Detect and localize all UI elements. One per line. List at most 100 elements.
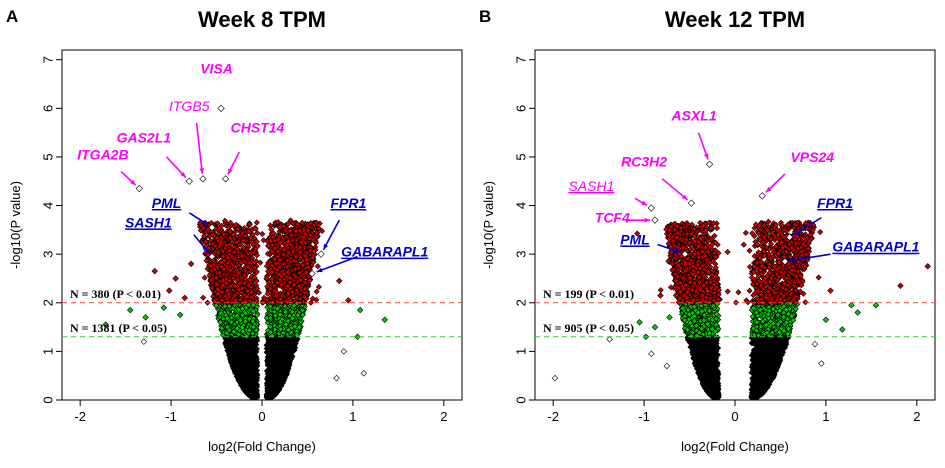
data-point [237, 317, 244, 324]
data-point [289, 347, 296, 354]
data-point [151, 267, 158, 275]
data-point [297, 249, 304, 256]
data-point [247, 234, 254, 241]
gene-arrowhead [203, 247, 209, 253]
data-point [213, 302, 220, 309]
gene-arrow [316, 255, 358, 273]
data-point [301, 285, 308, 292]
data-point [251, 381, 258, 388]
data-point [302, 269, 309, 276]
data-point [250, 362, 257, 369]
data-point [315, 222, 322, 229]
data-point [231, 249, 238, 256]
data-point [201, 274, 208, 281]
data-point [200, 294, 207, 301]
data-point [247, 340, 254, 347]
y-tick-label: 4 [513, 202, 528, 209]
data-point [226, 241, 233, 248]
data-point [166, 287, 173, 294]
data-point [241, 258, 248, 265]
data-point [267, 343, 274, 350]
data-point [315, 283, 322, 291]
gene-arrowhead [227, 168, 233, 175]
data-point [246, 221, 253, 228]
data-point [285, 249, 292, 256]
data-point [277, 376, 284, 383]
data-point [253, 312, 261, 319]
data-point [223, 275, 230, 282]
data-point [301, 289, 308, 296]
data-point [285, 365, 292, 372]
gene-label-itga2b: ITGA2B [77, 146, 128, 162]
data-point [307, 232, 314, 239]
data-point [336, 277, 343, 285]
data-point [219, 282, 226, 289]
data-point [219, 289, 226, 296]
x-axis-label: log2(Fold Change) [681, 439, 789, 454]
y-tick-label: 7 [40, 56, 55, 63]
y-axis-label: -log10(P value) [481, 181, 496, 269]
data-point [172, 275, 179, 282]
data-point [313, 229, 320, 236]
data-point [234, 312, 241, 319]
data-point [220, 315, 227, 322]
data-point [293, 331, 300, 338]
volcano-plot-week12: B Week 12 TPM -2 -1 0 1 2 0 1 2 3 4 5 6 7 log2(Fold Cha… [473, 0, 945, 468]
data-point [240, 377, 247, 384]
data-point [231, 283, 238, 290]
data-point [276, 271, 283, 278]
data-point [218, 297, 225, 304]
data-point [345, 297, 352, 304]
x-tick-label: -1 [638, 409, 650, 424]
data-point [291, 323, 298, 330]
data-point [231, 292, 238, 299]
data-point [250, 308, 257, 315]
data-point [241, 355, 248, 362]
data-point [246, 315, 253, 322]
data-point [267, 238, 275, 245]
data-point [271, 256, 278, 263]
data-point [221, 257, 228, 264]
data-point [310, 248, 317, 255]
data-point [217, 319, 224, 326]
data-point [312, 234, 319, 241]
data-point [308, 269, 316, 278]
data-point [255, 289, 263, 296]
data-point [248, 294, 255, 301]
data-point [253, 355, 260, 362]
data-point [251, 259, 258, 266]
data-point [224, 260, 231, 267]
data-point [317, 250, 325, 258]
data-point [244, 288, 251, 295]
data-point [226, 351, 233, 358]
data-point [276, 311, 283, 318]
data-point [240, 328, 247, 335]
data-point [242, 232, 249, 239]
data-point [280, 223, 287, 230]
panel-letter: B [479, 7, 491, 26]
data-point [294, 221, 301, 228]
data-point [253, 297, 260, 304]
data-point [227, 334, 234, 341]
panel-letter: A [6, 7, 18, 26]
data-point [287, 227, 294, 234]
data-point [226, 235, 234, 242]
y-axis-label: -log10(P value) [8, 181, 23, 269]
data-point [233, 221, 240, 228]
data-point [231, 256, 238, 263]
data-point [234, 346, 241, 353]
data-point [268, 361, 275, 368]
data-point [284, 242, 291, 249]
data-point [265, 393, 272, 400]
data-point [274, 279, 281, 286]
x-tick-label: -2 [547, 409, 559, 424]
data-point [298, 276, 305, 283]
data-point [280, 271, 288, 278]
data-point [287, 297, 294, 304]
data-point [254, 243, 261, 250]
data-point [319, 227, 326, 235]
data-point [187, 260, 195, 268]
y-tick-label: 0 [513, 396, 528, 403]
data-point [275, 368, 282, 375]
data-point [254, 230, 261, 237]
